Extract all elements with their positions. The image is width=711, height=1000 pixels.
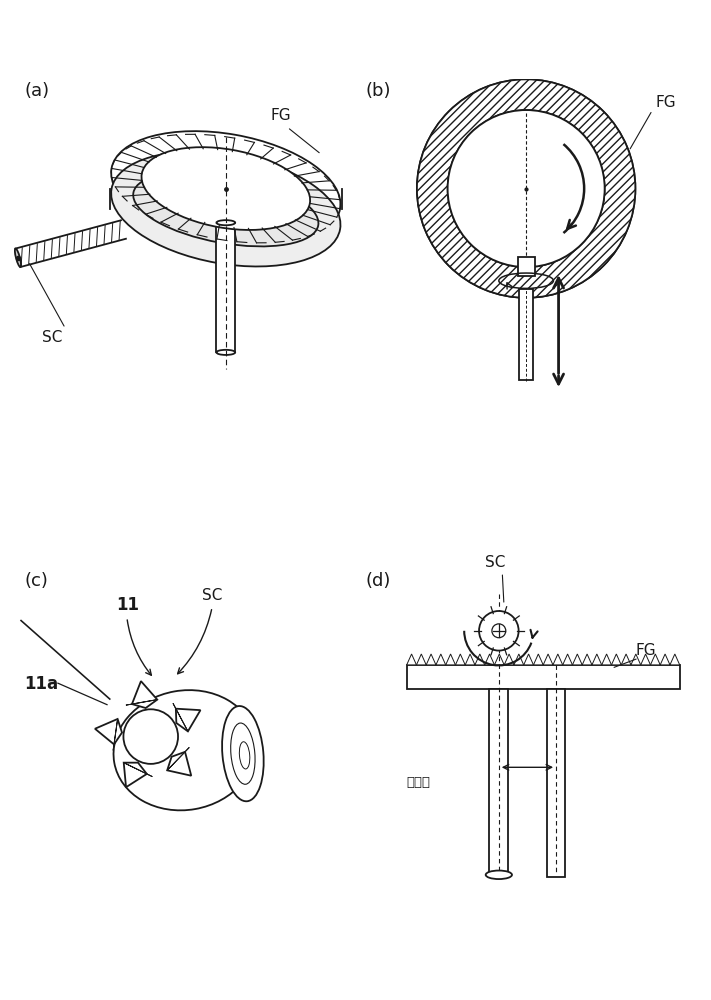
Polygon shape: [524, 654, 533, 665]
Polygon shape: [173, 703, 188, 731]
Polygon shape: [641, 654, 651, 665]
Text: FG: FG: [636, 643, 656, 658]
Polygon shape: [661, 654, 670, 665]
Polygon shape: [176, 709, 201, 731]
Polygon shape: [167, 747, 189, 770]
Polygon shape: [494, 654, 504, 665]
Polygon shape: [456, 654, 465, 665]
Ellipse shape: [114, 690, 256, 810]
Polygon shape: [553, 654, 562, 665]
Circle shape: [417, 79, 636, 298]
Polygon shape: [417, 654, 426, 665]
Polygon shape: [543, 654, 553, 665]
Text: 11: 11: [117, 596, 139, 614]
Polygon shape: [504, 654, 514, 665]
Polygon shape: [621, 654, 631, 665]
Ellipse shape: [141, 147, 310, 230]
Circle shape: [124, 709, 178, 764]
Polygon shape: [572, 654, 582, 665]
Polygon shape: [426, 654, 436, 665]
Polygon shape: [562, 654, 572, 665]
Polygon shape: [132, 681, 157, 708]
Ellipse shape: [222, 706, 264, 801]
Ellipse shape: [111, 152, 341, 266]
Polygon shape: [651, 654, 661, 665]
Ellipse shape: [133, 172, 319, 246]
Ellipse shape: [15, 249, 21, 267]
Bar: [216, 223, 235, 352]
Text: SC: SC: [41, 330, 62, 345]
Polygon shape: [465, 654, 475, 665]
Bar: [489, 689, 508, 877]
Text: FG: FG: [656, 95, 676, 110]
Text: SC: SC: [485, 555, 506, 570]
Polygon shape: [582, 654, 592, 665]
Ellipse shape: [216, 350, 235, 355]
Polygon shape: [592, 654, 602, 665]
Circle shape: [448, 110, 604, 267]
Polygon shape: [611, 654, 621, 665]
Ellipse shape: [486, 871, 512, 879]
Text: (a): (a): [24, 82, 50, 100]
Text: 11a: 11a: [24, 675, 58, 693]
Polygon shape: [631, 654, 641, 665]
Ellipse shape: [216, 220, 235, 225]
Polygon shape: [95, 719, 122, 744]
Circle shape: [479, 611, 518, 651]
Text: FG: FG: [270, 108, 291, 123]
Text: 偏移量: 偏移量: [407, 776, 431, 789]
Bar: [547, 689, 565, 877]
Polygon shape: [602, 654, 611, 665]
Ellipse shape: [111, 131, 341, 246]
Polygon shape: [475, 654, 485, 665]
Text: SC: SC: [202, 588, 223, 603]
Text: (b): (b): [365, 82, 391, 100]
Bar: [519, 289, 533, 380]
Polygon shape: [446, 654, 456, 665]
Polygon shape: [514, 654, 524, 665]
Bar: [518, 257, 535, 276]
Polygon shape: [126, 700, 157, 705]
Polygon shape: [670, 654, 680, 665]
Polygon shape: [167, 752, 191, 776]
Polygon shape: [124, 763, 152, 777]
Polygon shape: [436, 654, 446, 665]
Polygon shape: [485, 654, 494, 665]
Polygon shape: [407, 654, 417, 665]
Bar: [407, 665, 680, 689]
Text: (d): (d): [365, 572, 391, 590]
Polygon shape: [533, 654, 543, 665]
Text: (c): (c): [24, 572, 48, 590]
Polygon shape: [113, 719, 117, 750]
Circle shape: [492, 624, 506, 638]
Polygon shape: [124, 763, 146, 787]
